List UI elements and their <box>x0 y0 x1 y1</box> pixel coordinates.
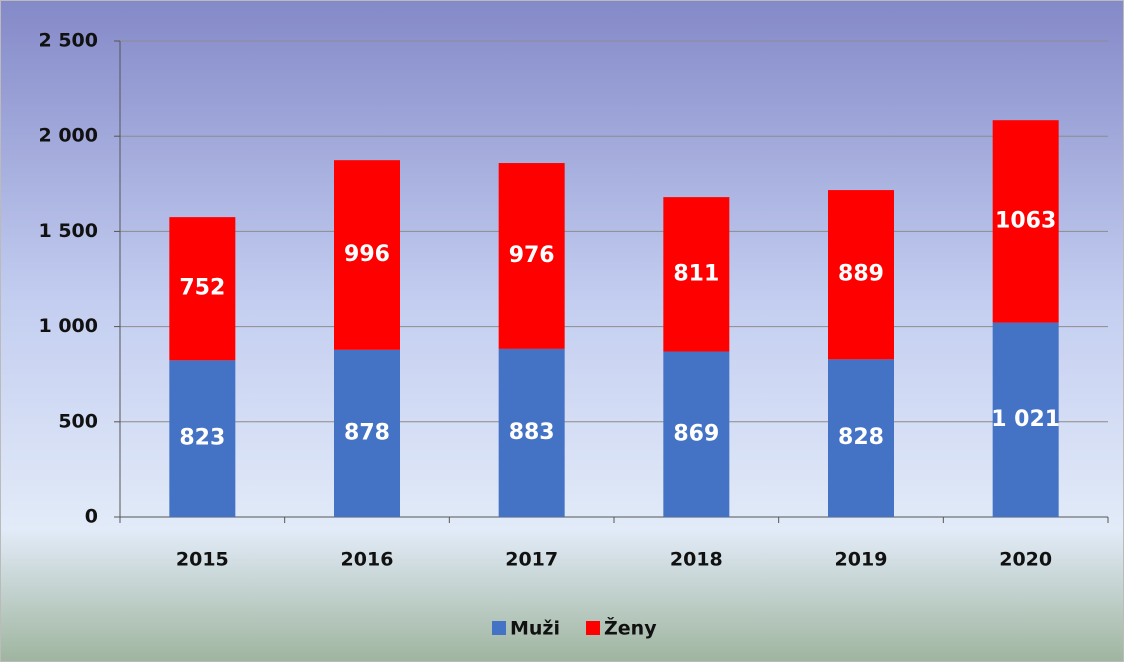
bar-segment <box>828 190 894 360</box>
legend-label: Ženy <box>604 617 657 640</box>
bar-segment <box>169 360 236 517</box>
data-label: 752 <box>179 276 225 301</box>
data-label: 889 <box>838 262 884 287</box>
x-tick-label: 2019 <box>835 549 888 571</box>
bar-segment <box>663 197 730 352</box>
x-tick-label: 2020 <box>999 549 1052 571</box>
bar-segment <box>498 163 565 349</box>
x-tick-label: 2018 <box>670 549 723 571</box>
y-tick-label: 1 000 <box>39 315 99 337</box>
bar-segment <box>828 359 894 517</box>
data-label: 1063 <box>995 208 1056 233</box>
legend-swatch <box>586 621 601 635</box>
legend-label: Muži <box>510 618 560 640</box>
y-tick-label: 2 500 <box>39 30 99 52</box>
bar-segment <box>334 349 400 517</box>
y-tick-label: 1 500 <box>39 220 99 242</box>
x-tick-label: 2017 <box>505 549 558 571</box>
bar-segment <box>169 217 236 361</box>
data-label: 996 <box>344 242 390 267</box>
data-label: 828 <box>838 425 884 450</box>
y-tick-label: 0 <box>85 506 98 528</box>
bar-segment <box>334 160 400 350</box>
data-label: 1 021 <box>991 407 1060 432</box>
bar-segment <box>992 322 1059 517</box>
data-label: 811 <box>673 261 719 286</box>
data-label: 883 <box>509 420 555 445</box>
data-label: 869 <box>673 421 719 446</box>
bar-segment <box>663 351 730 517</box>
data-label: 823 <box>179 426 225 451</box>
legend-swatch <box>492 621 506 635</box>
bar-segment <box>498 348 565 517</box>
x-tick-label: 2015 <box>176 549 229 571</box>
data-label: 878 <box>344 420 390 445</box>
x-tick-label: 2016 <box>341 549 394 571</box>
y-tick-label: 2 000 <box>39 125 99 147</box>
data-label: 976 <box>509 243 555 268</box>
bar-segment <box>992 120 1059 323</box>
y-tick-label: 500 <box>58 410 98 432</box>
